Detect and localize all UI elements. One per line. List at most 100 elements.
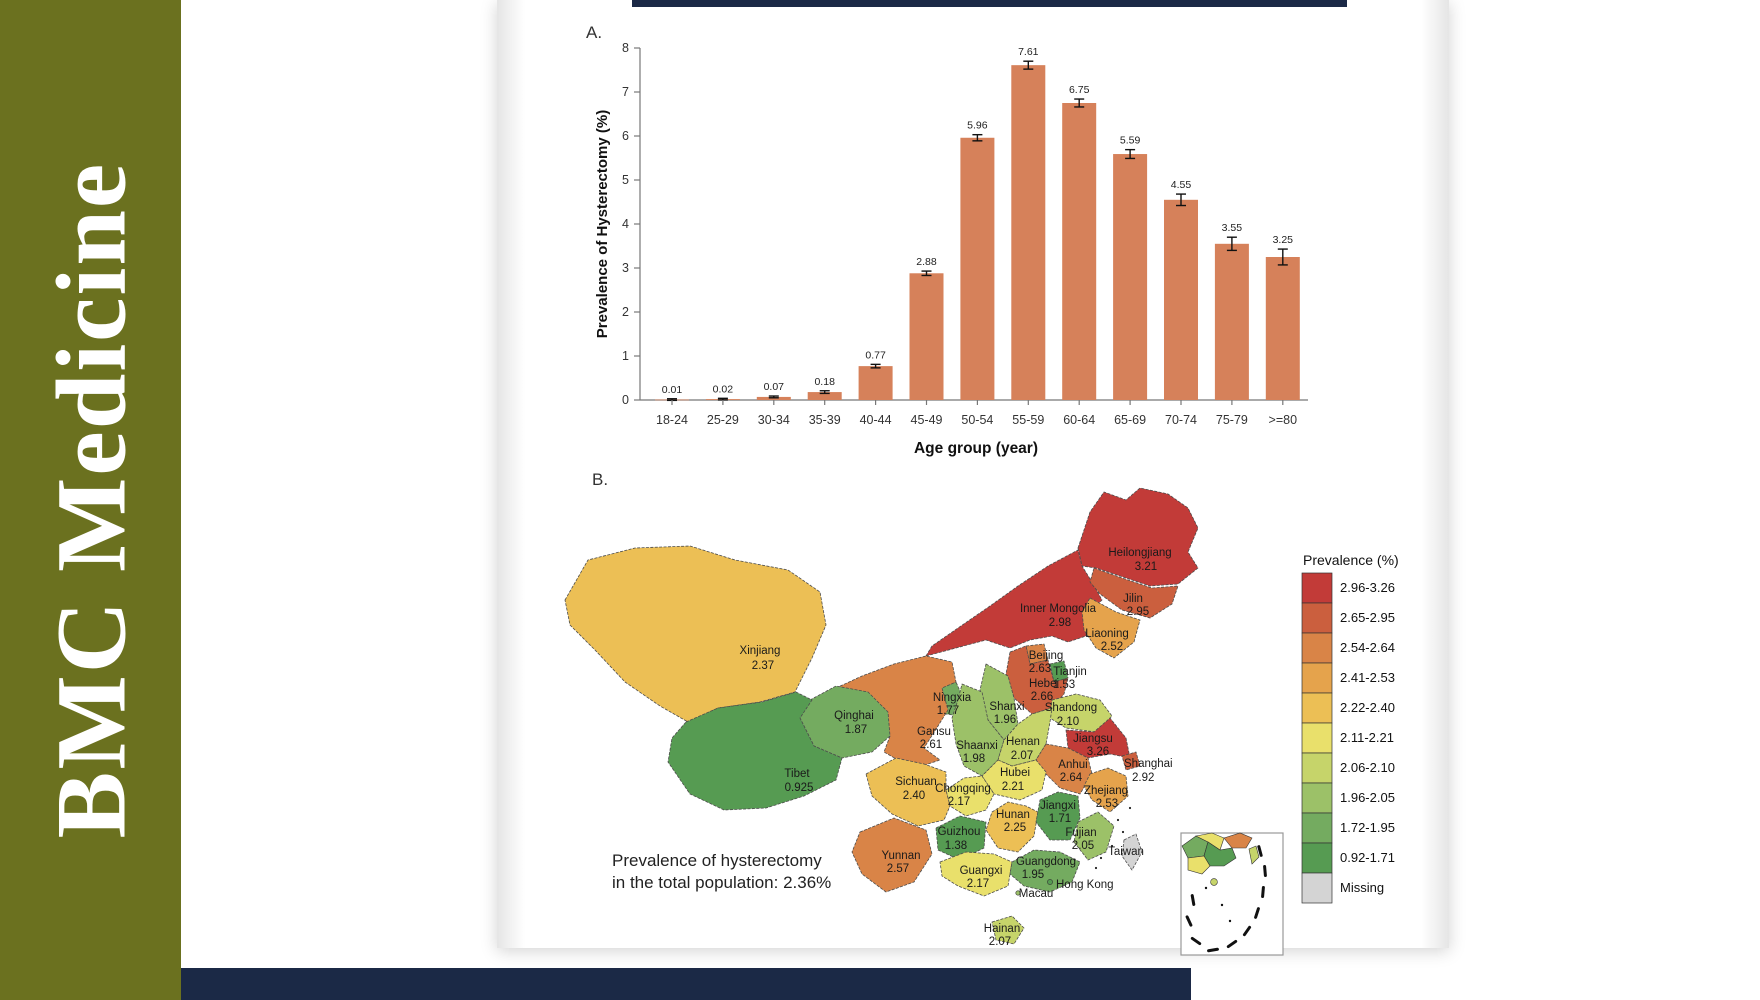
coastal-island-dot: [1094, 866, 1098, 870]
x-tick-label-18-24: 18-24: [656, 413, 688, 427]
x-tick-label-60-64: 60-64: [1063, 413, 1095, 427]
hong-kong-marker: [1047, 879, 1053, 885]
province-name-guizhou: Guizhou: [938, 826, 981, 838]
province-value-jilin: 2.95: [1127, 606, 1149, 618]
bar-value-80: 3.25: [1273, 234, 1294, 246]
y-tick-label: 6: [622, 129, 629, 143]
province-inner-mongolia: [925, 549, 1103, 657]
panel-b-letter: B.: [592, 470, 608, 489]
annotation-line-1: Prevalence of hysterectomy: [612, 851, 822, 870]
coastal-island-dot: [1116, 818, 1120, 822]
coastal-island-dot: [1121, 830, 1125, 834]
province-value-hunan: 2.25: [1004, 822, 1026, 834]
y-tick-label: 1: [622, 349, 629, 363]
province-name-tianjin: Tianjin: [1053, 666, 1086, 678]
province-shanghai: [1121, 751, 1141, 771]
inset-dash: [1257, 845, 1263, 857]
bar-75-79: [1214, 243, 1249, 400]
province-name-guangdong: Guangdong: [1016, 856, 1076, 868]
bottom-banner-strip: [181, 968, 1191, 1000]
x-tick-label-70-74: 70-74: [1165, 413, 1197, 427]
province-jilin: [1089, 567, 1179, 619]
province-value-xinjiang: 2.37: [752, 660, 774, 672]
legend-label-2-96-3-26: 2.96-3.26: [1340, 580, 1395, 595]
province-value-sichuan: 2.40: [903, 790, 925, 802]
inset-land: [1187, 855, 1211, 875]
province-value-shandong: 2.10: [1057, 716, 1079, 728]
province-value-jiangsu: 3.26: [1087, 746, 1109, 758]
province-value-guangxi: 2.17: [967, 878, 989, 890]
province-name-beijing: Beijing: [1029, 650, 1064, 662]
bar-65-69: [1113, 154, 1148, 400]
province-value-hubei: 2.21: [1002, 781, 1024, 793]
province-name-shaanxi: Shaanxi: [956, 740, 998, 752]
province-value-yunnan: 2.57: [887, 863, 909, 875]
legend-swatch-1-72-1-95: [1301, 812, 1333, 844]
bar-value-35-39: 0.18: [814, 376, 835, 388]
province-qinghai: [799, 685, 891, 759]
x-tick-label-50-54: 50-54: [961, 413, 993, 427]
x-axis-title: Age group (year): [914, 440, 1038, 457]
province-hainan: [991, 915, 1025, 945]
legend-label-1-96-2-05: 1.96-2.05: [1340, 790, 1395, 805]
x-tick-label-75-79: 75-79: [1216, 413, 1248, 427]
legend-label-1-72-1-95: 1.72-1.95: [1340, 820, 1395, 835]
y-tick-label: 5: [622, 173, 629, 187]
province-value-zhejiang: 2.53: [1096, 798, 1118, 810]
legend-swatch-missing: [1301, 872, 1333, 904]
province-value-beijing: 2.63: [1029, 663, 1051, 675]
annotation-line-2: in the total population: 2.36%: [612, 873, 831, 892]
inset-island-dot: [1204, 886, 1208, 890]
province-value-tibet: 0.925: [785, 782, 814, 794]
province-value-anhui: 2.64: [1060, 772, 1083, 784]
inset-dash: [1190, 936, 1202, 946]
panel-a-letter: A.: [586, 23, 602, 42]
legend-label-2-41-2-53: 2.41-2.53: [1340, 670, 1395, 685]
bar-50-54: [960, 137, 995, 400]
bar-value-40-44: 0.77: [865, 349, 886, 361]
x-tick-label-80: >=80: [1269, 413, 1298, 427]
province-name-hunan: Hunan: [996, 809, 1030, 821]
legend-swatch-2-22-2-40: [1301, 692, 1333, 724]
province-name-qinghai: Qinghai: [834, 710, 874, 722]
legend-label-0-92-1-71: 0.92-1.71: [1340, 850, 1395, 865]
province-value-jiangxi: 1.71: [1049, 813, 1071, 825]
province-name-shanxi: Shanxi: [989, 701, 1024, 713]
province-hebei: [1005, 645, 1069, 715]
inset-dash: [1242, 925, 1252, 937]
inset-dash: [1261, 886, 1265, 898]
inset-land: [1248, 845, 1260, 865]
legend-swatch-2-96-3-26: [1301, 572, 1333, 604]
inset-dash: [1226, 939, 1238, 949]
inset-dash: [1207, 947, 1219, 953]
province-tibet: [667, 691, 843, 811]
x-tick-label-30-34: 30-34: [758, 413, 790, 427]
province-xinjiang: [564, 545, 827, 723]
inset-dash: [1185, 915, 1193, 927]
province-value-ningxia: 1.77: [937, 705, 959, 717]
inset-dash: [1190, 894, 1196, 906]
legend-swatch-1-96-2-05: [1301, 782, 1333, 814]
province-name-tibet: Tibet: [784, 768, 810, 780]
journal-sidebar: BMC Medicine: [0, 0, 181, 1000]
x-tick-label-45-49: 45-49: [911, 413, 943, 427]
x-tick-label-55-59: 55-59: [1012, 413, 1044, 427]
y-tick-label: 0: [622, 393, 629, 407]
province-name-shandong: Shandong: [1045, 702, 1097, 714]
bar-45-49: [909, 273, 944, 400]
bar-value-45-49: 2.88: [916, 256, 937, 268]
bar-value-30-34: 0.07: [764, 381, 785, 393]
province-fujian: [1073, 811, 1115, 861]
province-guangxi: [939, 851, 1013, 897]
y-tick-label: 2: [622, 305, 629, 319]
province-value-tianjin: 1.53: [1053, 679, 1075, 691]
province-name-inner-mongolia: Inner Mongolia: [1020, 603, 1097, 615]
province-value-hainan: 2.07: [989, 936, 1011, 948]
panel-b-map: B. Heilongjiang 3.21 Inner Mongolia 2.98 Jili…: [564, 470, 1399, 956]
province-name-sichuan: Sichuan: [895, 776, 937, 788]
label-macau: Macau: [1019, 888, 1054, 900]
legend-label-2-65-2-95: 2.65-2.95: [1340, 610, 1395, 625]
bar-60-64: [1062, 103, 1097, 400]
province-name-zhejiang: Zhejiang: [1084, 785, 1128, 797]
